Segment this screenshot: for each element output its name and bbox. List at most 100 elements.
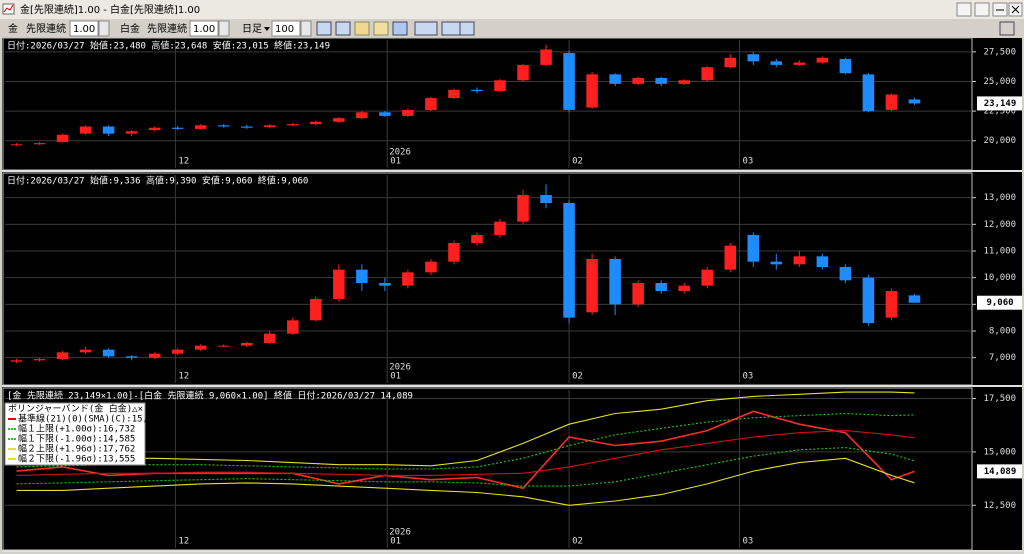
x-tick-label: 01 <box>390 157 401 167</box>
y-tick-label: 25,000 <box>983 77 1016 87</box>
panel-header: 日付:2026/03/27 始値:9,336 高値:9,390 安値:9,060… <box>7 175 308 187</box>
candle-body <box>586 74 598 108</box>
spin-button[interactable] <box>218 20 230 37</box>
legend-box <box>4 402 146 466</box>
candle-body <box>839 267 852 281</box>
candle-body <box>701 269 713 286</box>
year-label: 2026 <box>389 363 411 373</box>
candle-body <box>747 235 760 262</box>
candle-body <box>10 144 23 146</box>
candle-body <box>448 243 460 262</box>
chart-area <box>2 38 1022 552</box>
candle-body <box>425 98 437 110</box>
period-select[interactable]: 日足 <box>242 23 262 35</box>
x-tick-label: 01 <box>390 537 401 547</box>
candle-body <box>425 261 437 273</box>
candle-body <box>862 74 875 112</box>
settings-button[interactable] <box>999 21 1015 36</box>
x-tick-label: 01 <box>390 372 401 382</box>
candle-body <box>240 343 253 346</box>
candle-body <box>171 127 184 129</box>
y-tick-label: 17,500 <box>983 394 1016 404</box>
tool-button[interactable] <box>316 21 332 36</box>
candle-body <box>655 283 667 291</box>
multiplier-input[interactable] <box>69 20 99 37</box>
candle-body <box>79 349 92 353</box>
candle-body <box>770 261 783 265</box>
count-value: 100 <box>275 24 294 35</box>
x-tick-label: 02 <box>572 157 583 167</box>
candle-body <box>563 203 575 318</box>
candle-body <box>10 360 23 362</box>
candle-body <box>333 118 345 122</box>
band-line <box>16 430 915 476</box>
candle-body <box>310 299 322 321</box>
candle-body <box>632 283 644 305</box>
x-tick-label: 02 <box>572 372 583 382</box>
candle-body <box>125 356 138 358</box>
candle-body <box>402 272 414 286</box>
minimize-button[interactable] <box>956 2 972 17</box>
dropdown-arrow <box>264 27 270 31</box>
candle-body <box>56 134 69 142</box>
panel-header: [金 先限連続 23,149×1.00]-[白金 先限連続 9,060×1.00… <box>7 390 413 402</box>
panel-header: 日付:2026/03/27 始値:23,480 高値:23,648 安値:23,… <box>7 40 330 52</box>
band-line <box>16 391 915 467</box>
tool-button[interactable] <box>373 21 389 36</box>
multiplier-value: 1.00 <box>193 24 215 35</box>
candle-body <box>287 320 299 334</box>
window-title: 金[先限連続]1.00 - 白金[先限連続]1.00 <box>20 3 200 16</box>
y-tick-label: 20,000 <box>983 136 1016 146</box>
candle-body <box>102 349 115 357</box>
candle-body <box>862 277 875 323</box>
x-tick-label: 03 <box>742 372 753 382</box>
x-tick-label: 12 <box>178 537 189 547</box>
x-tick-label: 12 <box>178 372 189 382</box>
candle-body <box>471 89 483 91</box>
candle-body <box>379 283 391 286</box>
candle-body <box>540 195 552 203</box>
year-label: 2026 <box>389 528 411 538</box>
tool-button[interactable] <box>414 21 438 36</box>
spin-button[interactable] <box>300 20 312 37</box>
legend-entry: 幅１上限(+1.00σ):16,732 <box>18 423 135 435</box>
candle-body <box>632 77 644 84</box>
year-label: 2026 <box>389 148 411 158</box>
candle-body <box>908 295 921 303</box>
candle-body <box>356 269 368 283</box>
candle-body <box>194 125 207 129</box>
restore-button[interactable] <box>974 2 990 17</box>
candle-body <box>724 245 737 270</box>
tool-button[interactable] <box>459 21 475 36</box>
spin-button[interactable] <box>98 20 110 37</box>
legend-entry: 幅２上限(+1.96σ):17,762 <box>18 443 135 455</box>
multiplier-input[interactable] <box>189 20 219 37</box>
candle-body <box>609 74 621 84</box>
candle-body <box>839 58 852 74</box>
candle-body <box>379 112 391 116</box>
candle-body <box>563 53 575 110</box>
candle-body <box>148 353 161 358</box>
x-tick-label: 02 <box>572 537 583 547</box>
y-tick-label: 27,500 <box>983 47 1016 57</box>
candle-body <box>402 109 414 116</box>
tool-button[interactable] <box>392 21 408 36</box>
candle-body <box>747 54 760 62</box>
title-bar <box>0 0 1024 19</box>
candle-body <box>770 61 783 65</box>
candle-body <box>194 345 207 350</box>
candle-body <box>240 126 253 128</box>
candle-body <box>701 67 713 81</box>
count-input[interactable] <box>271 20 301 37</box>
candle-body <box>494 221 506 235</box>
candle-body <box>287 124 299 126</box>
tool-button[interactable] <box>354 21 370 36</box>
candle-body <box>517 64 529 81</box>
tool-button[interactable] <box>335 21 351 36</box>
candle-body <box>217 125 230 127</box>
candle-body <box>816 57 829 63</box>
candle-body <box>356 112 368 119</box>
toolbar-label: 先限連続 <box>26 22 66 35</box>
